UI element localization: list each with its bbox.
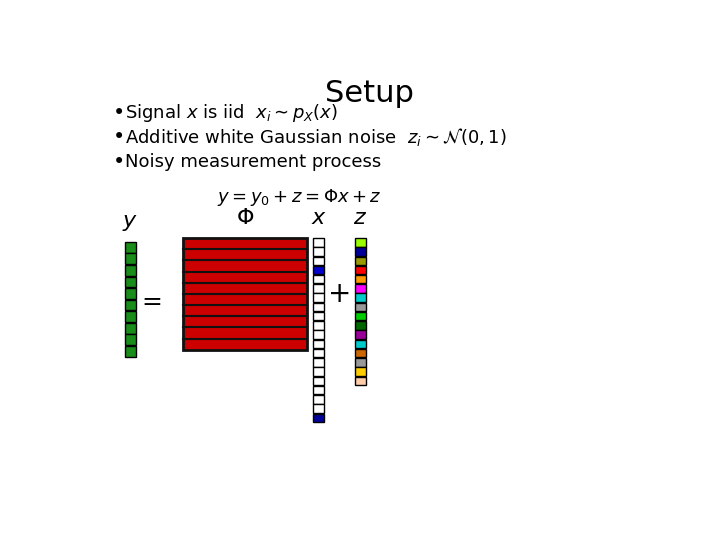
Text: •: • (113, 127, 125, 147)
Bar (313, 247, 324, 256)
Bar (183, 238, 307, 350)
Text: Noisy measurement process: Noisy measurement process (125, 153, 381, 171)
Text: Signal $x$ is iid  $x_i \sim p_X(x)$: Signal $x$ is iid $x_i \sim p_X(x)$ (125, 102, 338, 124)
Bar (355, 256, 366, 265)
Bar (125, 253, 136, 264)
Bar (355, 247, 366, 256)
Bar (313, 367, 324, 376)
Bar (313, 293, 324, 302)
Text: $=$: $=$ (137, 288, 162, 312)
Bar (313, 256, 324, 265)
Text: $z$: $z$ (354, 207, 367, 229)
Bar (355, 321, 366, 330)
Text: •: • (113, 152, 125, 172)
Bar (125, 346, 136, 356)
Bar (313, 330, 324, 339)
Bar (125, 242, 136, 253)
Bar (313, 414, 324, 422)
Bar (355, 367, 366, 376)
Text: $+$: $+$ (327, 280, 349, 308)
Bar (355, 340, 366, 348)
Bar (313, 386, 324, 394)
Bar (125, 276, 136, 287)
Bar (125, 288, 136, 299)
Bar (313, 358, 324, 367)
Text: Additive white Gaussian noise  $z_i \sim \mathcal{N}(0, 1)$: Additive white Gaussian noise $z_i \sim … (125, 126, 507, 148)
Bar (313, 266, 324, 274)
Bar (125, 323, 136, 334)
Text: $\Phi$: $\Phi$ (236, 207, 254, 229)
Bar (125, 311, 136, 322)
Bar (313, 349, 324, 357)
Bar (313, 284, 324, 293)
Bar (355, 377, 366, 385)
Bar (355, 275, 366, 284)
Text: Setup: Setup (325, 79, 413, 107)
Bar (313, 340, 324, 348)
Bar (355, 303, 366, 311)
Bar (313, 404, 324, 413)
Bar (313, 395, 324, 403)
Bar (355, 330, 366, 339)
Bar (355, 293, 366, 302)
Text: •: • (113, 103, 125, 123)
Bar (355, 349, 366, 357)
Bar (313, 312, 324, 320)
Bar (313, 377, 324, 385)
Text: $y = y_0 + z = \Phi x + z$: $y = y_0 + z = \Phi x + z$ (217, 187, 382, 208)
Bar (125, 300, 136, 310)
Bar (125, 334, 136, 345)
Bar (355, 284, 366, 293)
Bar (313, 238, 324, 247)
Bar (355, 238, 366, 247)
Bar (313, 321, 324, 330)
Bar (355, 266, 366, 274)
Bar (355, 312, 366, 320)
Bar (313, 303, 324, 311)
Bar (313, 275, 324, 284)
Bar (355, 358, 366, 367)
Bar (125, 265, 136, 276)
Text: $y$: $y$ (122, 211, 138, 233)
Text: $x$: $x$ (310, 207, 327, 229)
